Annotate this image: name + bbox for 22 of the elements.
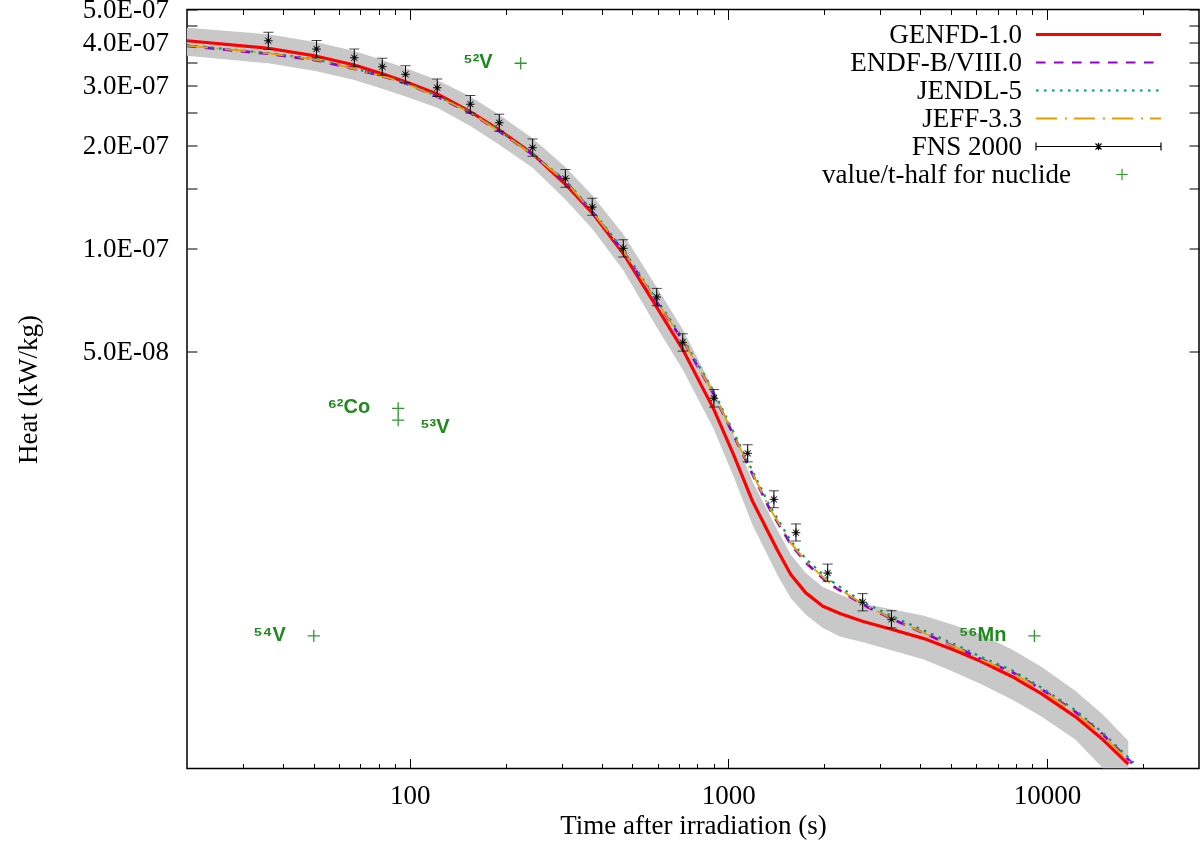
x-tick-label: 10000 [1013,780,1082,810]
legend-label: FNS 2000 [911,130,1022,161]
annotation: ⁵⁶Mn [958,622,1007,645]
y-tick-label: 1.0E-07 [82,232,169,263]
y-tick-label: 5.0E-08 [82,335,169,366]
annotation: ⁵²V [463,50,494,73]
y-tick-label: 4.0E-07 [82,27,169,58]
legend-label: GENFD-1.0 [889,18,1022,49]
legend-label: JEFF-3.3 [922,102,1022,133]
annotation: ⁶²Co [327,395,371,418]
x-tick-label: 1000 [701,780,756,810]
y-tick-label: 3.0E-07 [82,69,169,100]
y-axis-title: Heat (kW/kg) [12,314,43,465]
y-tick-label: 2.0E-07 [82,129,169,160]
x-axis-title: Time after irradiation (s) [560,810,827,840]
x-tick-label: 100 [389,780,431,810]
annotation: ⁵³V [420,415,451,438]
annotation: ⁵⁴V [253,622,287,645]
legend-label: value/t-half for nuclide [822,158,1071,189]
legend-label: JENDL-5 [917,74,1022,105]
y-tick-label: 5.0E-07 [82,0,169,24]
legend-label: ENDF-B/VIII.0 [850,46,1022,77]
